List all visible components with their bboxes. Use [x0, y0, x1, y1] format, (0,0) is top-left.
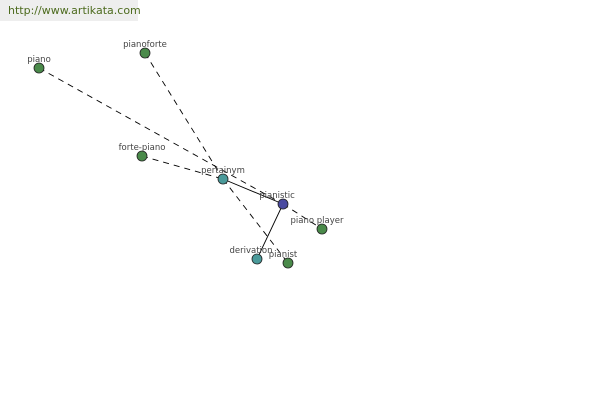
node-piano-player[interactable]	[316, 223, 328, 235]
node-pianoforte[interactable]	[139, 47, 151, 59]
edge-pianistic-derivation	[256, 203, 284, 260]
node-label-forte-piano: forte-piano	[119, 143, 166, 153]
node-label-derivation: derivation	[229, 246, 272, 256]
node-label-piano: piano	[27, 55, 51, 65]
watermark-link[interactable]: http://www.artikata.com	[0, 0, 141, 21]
node-piano[interactable]	[33, 62, 45, 74]
node-derivation[interactable]	[251, 253, 263, 265]
edge-forte-piano-pertainym	[141, 155, 224, 180]
edge-pertainym-pianistic	[222, 178, 284, 205]
node-label-pianoforte: pianoforte	[123, 40, 167, 50]
node-label-pianistic: pianistic	[259, 191, 295, 201]
edge-piano-pianistic	[38, 67, 284, 205]
node-pianistic[interactable]	[277, 198, 289, 210]
edge-pianoforte-pertainym	[144, 52, 224, 180]
edge-pertainym-pianist	[222, 178, 289, 264]
node-pertainym[interactable]	[217, 173, 229, 185]
edge-pianistic-piano-player	[282, 203, 323, 230]
node-pianist[interactable]	[282, 257, 294, 269]
node-label-pianist: pianist	[269, 250, 298, 260]
node-forte-piano[interactable]	[136, 150, 148, 162]
node-label-piano-player: piano player	[291, 216, 344, 226]
node-label-pertainym: pertainym	[201, 166, 245, 176]
